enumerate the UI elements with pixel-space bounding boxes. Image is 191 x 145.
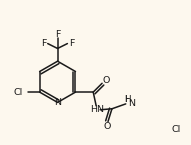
Text: Cl: Cl	[14, 88, 23, 97]
Text: H: H	[124, 95, 131, 104]
Text: F: F	[69, 39, 74, 48]
Text: O: O	[102, 76, 110, 85]
Text: F: F	[55, 30, 60, 39]
Text: Cl: Cl	[171, 125, 180, 134]
Text: O: O	[103, 122, 111, 131]
Text: HN: HN	[90, 105, 104, 114]
Polygon shape	[129, 80, 190, 143]
Text: N: N	[128, 99, 135, 108]
Text: N: N	[54, 98, 61, 107]
Text: F: F	[41, 39, 46, 48]
Text: H: H	[124, 95, 131, 104]
Polygon shape	[132, 90, 175, 133]
Text: N: N	[128, 99, 135, 108]
